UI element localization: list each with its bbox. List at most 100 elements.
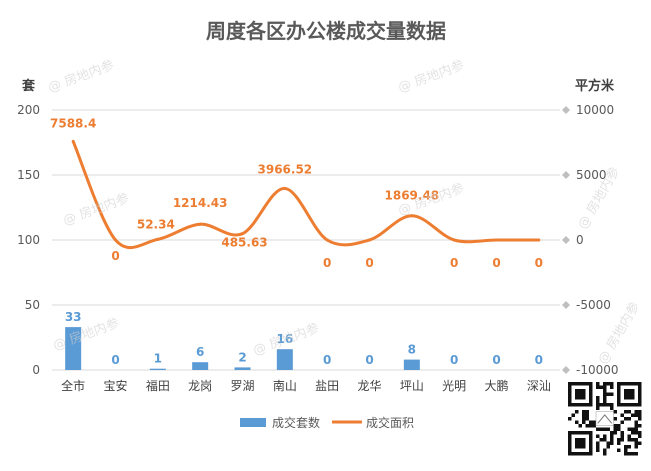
qr-module [568, 438, 572, 442]
qr-module [582, 431, 586, 435]
qr-module [582, 441, 586, 445]
qr-module [582, 445, 586, 449]
qr-module [575, 403, 579, 407]
qr-module [568, 417, 572, 421]
bar-value-label: 16 [276, 332, 293, 346]
qr-module [603, 392, 607, 396]
qr-module [627, 417, 631, 421]
right-axis-label: 平方米 [575, 78, 615, 94]
qr-module [578, 452, 582, 456]
qr-module [638, 424, 642, 428]
qr-module [568, 382, 572, 386]
left-tick-label: 150 [17, 168, 40, 182]
qr-module [571, 382, 575, 386]
qr-module [634, 424, 638, 428]
qr-module [585, 413, 589, 417]
qr-module [589, 452, 593, 456]
qr-module [578, 403, 582, 407]
qr-module [634, 410, 638, 414]
qr-module [617, 403, 621, 407]
bar-value-label: 0 [535, 353, 543, 367]
qr-module [589, 445, 593, 449]
qr-module [613, 427, 617, 431]
qr-module [620, 420, 624, 424]
category-label: 深汕 [527, 379, 551, 393]
qr-module [589, 403, 593, 407]
qr-module [603, 389, 607, 393]
qr-module [603, 396, 607, 400]
right-tick-marker [562, 106, 570, 114]
qr-module [575, 396, 579, 400]
qr-module [603, 448, 607, 452]
qr-module [634, 452, 638, 456]
qr-module [610, 434, 614, 438]
qr-module [575, 382, 579, 386]
qr-module [589, 424, 593, 428]
qr-module [620, 438, 624, 442]
right-tick-label: 10000 [576, 103, 614, 117]
category-label: 罗湖 [230, 378, 254, 393]
qr-module [603, 399, 607, 403]
qr-module [589, 382, 593, 386]
qr-module [606, 392, 610, 396]
right-tick-label: -10000 [576, 363, 619, 377]
qr-module [585, 382, 589, 386]
qr-module [568, 448, 572, 452]
right-tick-label: 0 [576, 233, 584, 247]
qr-module [596, 406, 600, 410]
bar-value-label: 0 [323, 353, 331, 367]
right-tick-marker [562, 236, 570, 244]
bar [276, 349, 293, 370]
watermark-text: @ 房地内参 [46, 57, 116, 96]
qr-module [638, 410, 642, 414]
qr-module [582, 452, 586, 456]
watermark-text: @ 房地内参 [61, 190, 131, 229]
qr-module [592, 420, 596, 424]
qr-module [589, 434, 593, 438]
qr-module [627, 438, 631, 442]
qr-module [620, 382, 624, 386]
qr-module [620, 434, 624, 438]
qr-module [571, 431, 575, 435]
line-point [410, 214, 414, 218]
line-point [156, 237, 160, 241]
qr-module [603, 403, 607, 407]
qr-module [613, 431, 617, 435]
qr-module [589, 441, 593, 445]
category-label: 龙岗 [188, 379, 212, 393]
qr-module [596, 399, 600, 403]
qr-module [568, 396, 572, 400]
qr-module [589, 399, 593, 403]
qr-module [627, 392, 631, 396]
qr-module [599, 403, 603, 407]
qr-module [624, 389, 628, 393]
qr-module [631, 392, 635, 396]
qr-module [638, 399, 642, 403]
qr-module [624, 417, 628, 421]
qr-module [634, 413, 638, 417]
line-point [283, 186, 287, 190]
qr-module [638, 382, 642, 386]
category-labels: 全市 宝安 福田 龙岗 罗湖 南山 盐田 龙华 坪山 光明 大鹏 深汕 [61, 378, 551, 393]
category-label: 南山 [273, 378, 297, 393]
qr-module [624, 396, 628, 400]
qr-module [617, 427, 621, 431]
bar-value-label: 33 [65, 310, 82, 324]
qr-module [568, 431, 572, 435]
qr-module [575, 431, 579, 435]
qr-module [631, 427, 635, 431]
left-tick-label: 50 [25, 298, 40, 312]
bar [149, 368, 166, 370]
qr-module [617, 385, 621, 389]
qr-module [571, 403, 575, 407]
qr-module [568, 441, 572, 445]
bar [65, 327, 82, 370]
qr-module [589, 389, 593, 393]
qr-module [575, 420, 579, 424]
qr-module [631, 413, 635, 417]
qr-module [592, 424, 596, 428]
qr-module [631, 452, 635, 456]
qr-module [610, 385, 614, 389]
legend-bar-label: 成交套数 [272, 415, 320, 430]
